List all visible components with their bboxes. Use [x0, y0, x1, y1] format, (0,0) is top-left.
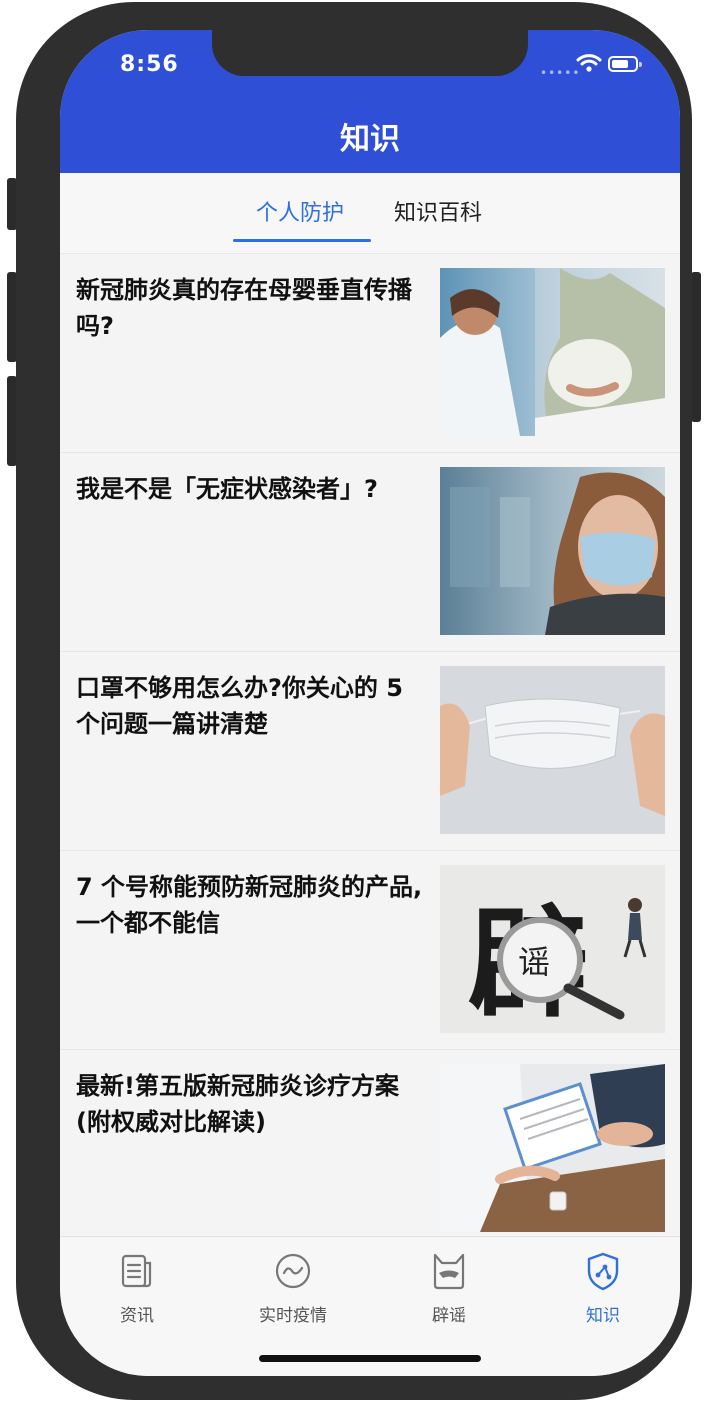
active-tab-indicator	[233, 239, 371, 242]
woman-wearing-mask-photo	[440, 467, 665, 635]
tab-news-label: 资讯	[120, 1306, 154, 1326]
list-item[interactable]: 最新!第五版新冠肺炎诊疗方案(附权威对比解读)	[60, 1050, 680, 1249]
article-title: 我是不是「无症状感染者」?	[76, 475, 378, 503]
list-item[interactable]: 口罩不够用怎么办?你关心的 5 个问题一篇讲清楚	[60, 652, 680, 851]
tab-knowledge-encyclopedia[interactable]: 知识百科	[394, 201, 483, 226]
volume-down-button	[7, 376, 17, 466]
rumor-magnifier-photo: 辟 谣	[440, 865, 665, 1033]
list-item[interactable]: 我是不是「无症状感染者」?	[60, 453, 680, 652]
list-item[interactable]: 7 个号称能预防新冠肺炎的产品,一个都不能信 辟 谣	[60, 851, 680, 1050]
pulse-icon	[275, 1253, 311, 1289]
tab-knowledge-label: 知识	[586, 1306, 620, 1326]
article-title: 最新!第五版新冠肺炎诊疗方案(附权威对比解读)	[76, 1072, 399, 1136]
hands-holding-mask-photo	[440, 666, 665, 834]
phone-frame: 8:56 ••••• 知识 个人防护 知识百科 新冠肺炎真的存在母婴垂直传播吗?	[16, 2, 692, 1400]
app-screen: 8:56 ••••• 知识 个人防护 知识百科 新冠肺炎真的存在母婴垂直传播吗?	[60, 30, 680, 1376]
wifi-icon	[576, 54, 602, 72]
tab-realtime[interactable]: 实时疫情	[238, 1251, 348, 1326]
tab-knowledge[interactable]: 知识	[548, 1251, 658, 1326]
rumor-icon	[433, 1253, 465, 1290]
tab-personal-protection[interactable]: 个人防护	[256, 201, 345, 226]
power-button	[691, 272, 701, 422]
shield-icon	[587, 1252, 619, 1291]
news-icon	[121, 1254, 152, 1288]
volume-up-button	[7, 272, 17, 362]
article-title: 新冠肺炎真的存在母婴垂直传播吗?	[76, 276, 412, 340]
article-title: 口罩不够用怎么办?你关心的 5 个问题一篇讲清楚	[76, 674, 403, 738]
page-title: 知识	[340, 122, 400, 157]
doctor-clipboard-photo	[440, 1064, 665, 1232]
signal-icon: •••••	[540, 66, 581, 80]
status-time: 8:56	[120, 52, 179, 77]
tab-news[interactable]: 资讯	[82, 1251, 192, 1326]
mute-switch	[7, 178, 17, 230]
segment-tabs: 个人防护 知识百科	[60, 173, 680, 254]
device-notch	[212, 30, 528, 76]
article-title: 7 个号称能预防新冠肺炎的产品,一个都不能信	[76, 873, 423, 937]
battery-icon	[608, 56, 642, 72]
article-list: 新冠肺炎真的存在母婴垂直传播吗? 我是不是「无症状感染者」?	[60, 254, 680, 1249]
home-indicator	[259, 1355, 481, 1362]
tab-rumor[interactable]: 辟谣	[394, 1251, 504, 1326]
tab-realtime-label: 实时疫情	[259, 1306, 327, 1326]
doctor-and-pregnant-woman-photo	[440, 268, 665, 436]
svg-text:谣: 谣	[518, 943, 550, 981]
list-item[interactable]: 新冠肺炎真的存在母婴垂直传播吗?	[60, 254, 680, 453]
bottom-tab-bar: 资讯 实时疫情 辟谣 知识	[60, 1236, 680, 1376]
tab-rumor-label: 辟谣	[432, 1306, 466, 1326]
